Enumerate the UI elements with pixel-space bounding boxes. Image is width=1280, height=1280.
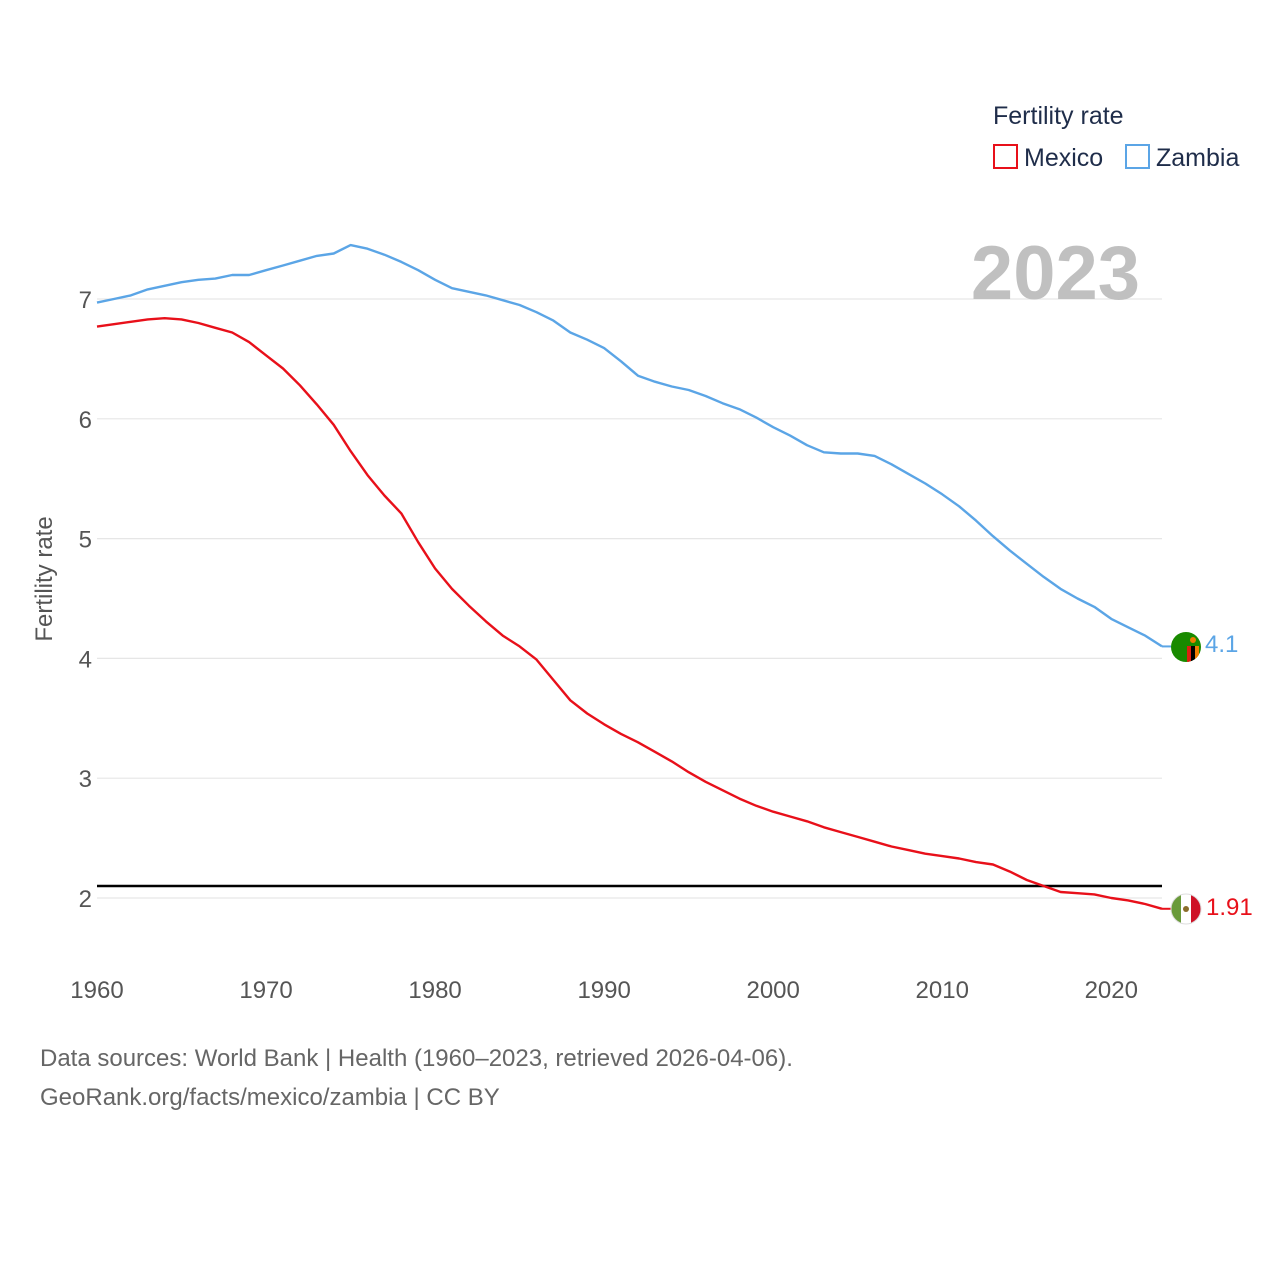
series-line-mexico [96,317,1163,910]
y-tick-label-5: 5 [79,527,92,554]
legend-swatch-mexico [993,144,1018,169]
end-label-mexico: 1.91 [1206,894,1253,921]
y-axis-ticks: 2 3 4 5 6 7 [79,287,92,913]
series-group [96,243,1171,910]
fertility-chart: 2 3 4 5 6 7 1960 1970 1980 1990 2000 2010 2020 2023… [31,102,1253,1004]
mexico-flag-icon [1170,893,1202,925]
legend-label-zambia: Zambia [1156,144,1239,172]
y-axis-label: Fertility rate [31,516,58,641]
footer-credit: GeoRank.org/facts/mexico/zambia | CC BY [40,1084,500,1111]
x-axis-ticks: 1960 1970 1980 1990 2000 2010 2020 [70,977,1138,1004]
x-tick-label-1980: 1980 [408,977,461,1004]
y-tick-label-7: 7 [79,287,92,314]
x-tick-label-2020: 2020 [1085,977,1138,1004]
x-tick-label-2000: 2000 [746,977,799,1004]
legend: Fertility rate Mexico Zambia [993,102,1239,172]
legend-item-zambia[interactable]: Zambia [1125,144,1239,172]
x-tick-label-2010: 2010 [916,977,969,1004]
y-tick-label-3: 3 [79,766,92,793]
y-tick-label-2: 2 [79,886,92,913]
legend-swatch-zambia [1125,144,1150,169]
legend-item-mexico[interactable]: Mexico [993,144,1103,172]
y-tick-label-4: 4 [79,646,92,673]
year-label: 2023 [971,231,1140,316]
legend-title: Fertility rate [993,102,1124,130]
x-tick-label-1990: 1990 [577,977,630,1004]
x-tick-label-1960: 1960 [70,977,123,1004]
footer-sources: Data sources: World Bank | Health (1960–… [40,1045,793,1072]
zambia-flag-icon [1171,632,1201,662]
x-tick-label-1970: 1970 [239,977,292,1004]
y-tick-label-6: 6 [79,407,92,434]
series-line-zambia [96,243,1163,648]
end-label-zambia: 4.1 [1205,631,1238,658]
legend-label-mexico: Mexico [1024,144,1103,172]
gridlines [97,298,1162,899]
